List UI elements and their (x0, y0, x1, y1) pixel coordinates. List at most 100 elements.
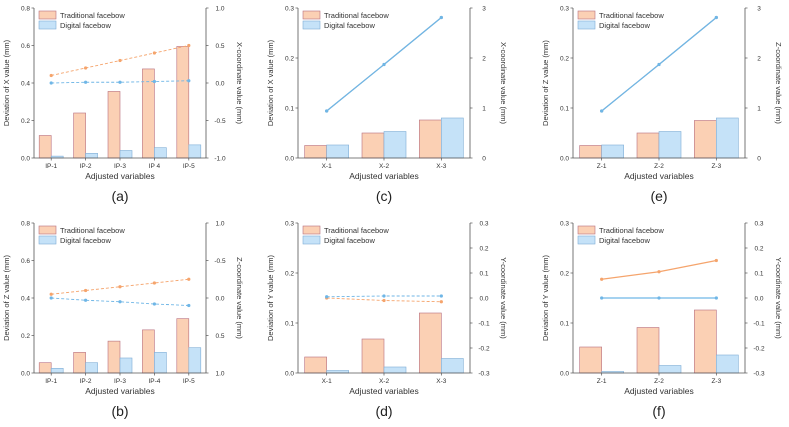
legend-swatch-traditional (38, 10, 57, 20)
bar-traditional-Z-3 (694, 309, 717, 374)
y2-tick-label: 3 (757, 5, 761, 12)
y2-tick-label: 0.2 (754, 245, 763, 252)
y-tick-label: 0.0 (21, 155, 30, 162)
bar-traditional-X-1 (304, 356, 327, 374)
x-tick-label: X-3 (436, 163, 447, 170)
x-tick-label: IP-5 (183, 163, 195, 170)
line-point-digital-0 (325, 295, 329, 299)
bar-digital-IP-2 (85, 362, 98, 374)
y2-axis-title: X-coordinate value (mm) (499, 42, 508, 125)
line-point-digital-0 (325, 109, 329, 113)
line-point-digital-0 (600, 109, 604, 113)
y-tick-label: 0.0 (285, 370, 294, 377)
bar-digital-X-2 (383, 131, 407, 159)
line-point-digital-1 (657, 296, 661, 300)
legend-label: Traditional facebow (324, 226, 389, 235)
line-point-digital-0 (49, 296, 53, 300)
bar-traditional-IP-2 (73, 352, 86, 374)
line-point-traditional-4 (187, 43, 191, 48)
legend-label: Digital facebow (60, 236, 111, 245)
line-digital (51, 297, 189, 306)
y2-tick-label: 1 (757, 105, 761, 112)
line-point-digital-2 (439, 15, 443, 20)
line-point-digital-3 (152, 79, 156, 84)
bar-traditional-IP-5 (176, 318, 190, 374)
y2-tick-label: -0.1 (478, 320, 490, 327)
line-point-digital-0 (600, 296, 604, 300)
y2-tick-label: -0.2 (753, 345, 765, 352)
y2-tick-label: 1.0 (215, 220, 224, 227)
y-tick-label: 0.1 (285, 320, 294, 327)
bar-traditional-X-2 (361, 132, 385, 159)
bar-traditional-X-3 (419, 312, 442, 374)
bar-traditional-IP-3 (107, 340, 121, 374)
y-tick-label: 0.2 (560, 270, 569, 277)
y-tick-label: 0.8 (21, 5, 30, 12)
y-axis-title: Deviation of X value (mm) (266, 39, 275, 126)
bar-digital-Z-3 (716, 117, 739, 159)
legend-label: Traditional facebow (324, 11, 389, 20)
panel-label: (e) (650, 188, 667, 204)
x-axis-title: Adjusted variables (624, 171, 693, 181)
line-point-digital-1 (657, 62, 661, 67)
line-point-digital-1 (84, 80, 88, 84)
x-tick-label: IP-5 (183, 378, 195, 385)
line-point-traditional-0 (49, 73, 53, 78)
bar-traditional-Z-1 (579, 346, 602, 374)
x-tick-label: IP-4 (148, 378, 160, 385)
y-tick-label: 0.2 (285, 55, 294, 62)
bar-digital-Z-2 (658, 365, 682, 374)
bar-digital-IP-2 (85, 153, 98, 159)
bar-digital-X-2 (383, 366, 407, 374)
line-point-digital-2 (714, 296, 718, 300)
bar-digital-Z-2 (658, 131, 682, 159)
x-tick-label: X-2 (379, 163, 390, 170)
bar-traditional-Z-2 (636, 327, 660, 374)
y-tick-label: 0.0 (560, 155, 569, 162)
legend-label: Digital facebow (599, 21, 650, 30)
legend-label: Digital facebow (60, 21, 111, 30)
line-point-digital-1 (84, 298, 88, 302)
x-tick-label: Z-1 (597, 378, 607, 385)
legend-swatch-digital (38, 235, 57, 245)
bar-digital-X-1 (326, 144, 349, 159)
y2-tick-label: 0.3 (479, 220, 488, 227)
x-tick-label: IP-3 (114, 163, 126, 170)
y2-tick-label: 0.5 (215, 333, 224, 340)
line-point-traditional-2 (118, 58, 122, 63)
line-point-traditional-1 (84, 66, 88, 70)
bar-traditional-X-1 (304, 145, 327, 159)
x-tick-label: Z-1 (597, 163, 607, 170)
x-tick-label: X-1 (322, 163, 333, 170)
bar-digital-IP-5 (188, 347, 202, 374)
legend-label: Digital facebow (599, 236, 650, 245)
line-point-traditional-1 (382, 298, 386, 303)
y-tick-label: 0.6 (21, 43, 30, 50)
y2-tick-label: 2 (757, 55, 761, 62)
y2-axis-title: Y-coordinate value (mm) (774, 257, 783, 339)
y-tick-label: 0.4 (21, 295, 30, 302)
y-tick-label: 0.6 (21, 258, 30, 265)
y-tick-label: 0.3 (285, 220, 294, 227)
legend-label: Traditional facebow (60, 226, 125, 235)
chart-panel-b: 0.0 0.2 0.4 0.6 0.8 1.0 0.5 0.0 -0.5 1.0 IP-1 IP-2 I… (2, 220, 244, 419)
y2-tick-label: 0.5 (215, 43, 224, 50)
line-point-digital-2 (439, 294, 443, 298)
bar-digital-X-3 (441, 117, 464, 159)
y-tick-label: 0.3 (560, 220, 569, 227)
line-point-digital-2 (118, 80, 122, 84)
y2-tick-label: -0.1 (753, 320, 765, 327)
chart-panel-d: 0.0 0.1 0.2 0.3 -0.3 -0.2 -0.1 0.0 0.1 0.2 0.3 X-1 X… (266, 220, 508, 419)
y-tick-label: 0.4 (21, 80, 30, 87)
legend-swatch-digital (577, 20, 596, 30)
bar-traditional-Z-3 (694, 120, 717, 159)
legend-swatch-traditional (577, 225, 596, 235)
y-axis-title: Deviation of Y value (mm) (266, 254, 275, 341)
y2-tick-label: -0.5 (214, 118, 226, 125)
line-point-digital-4 (187, 303, 191, 308)
legend-swatch-digital (302, 235, 321, 245)
bar-traditional-Z-2 (636, 132, 660, 159)
